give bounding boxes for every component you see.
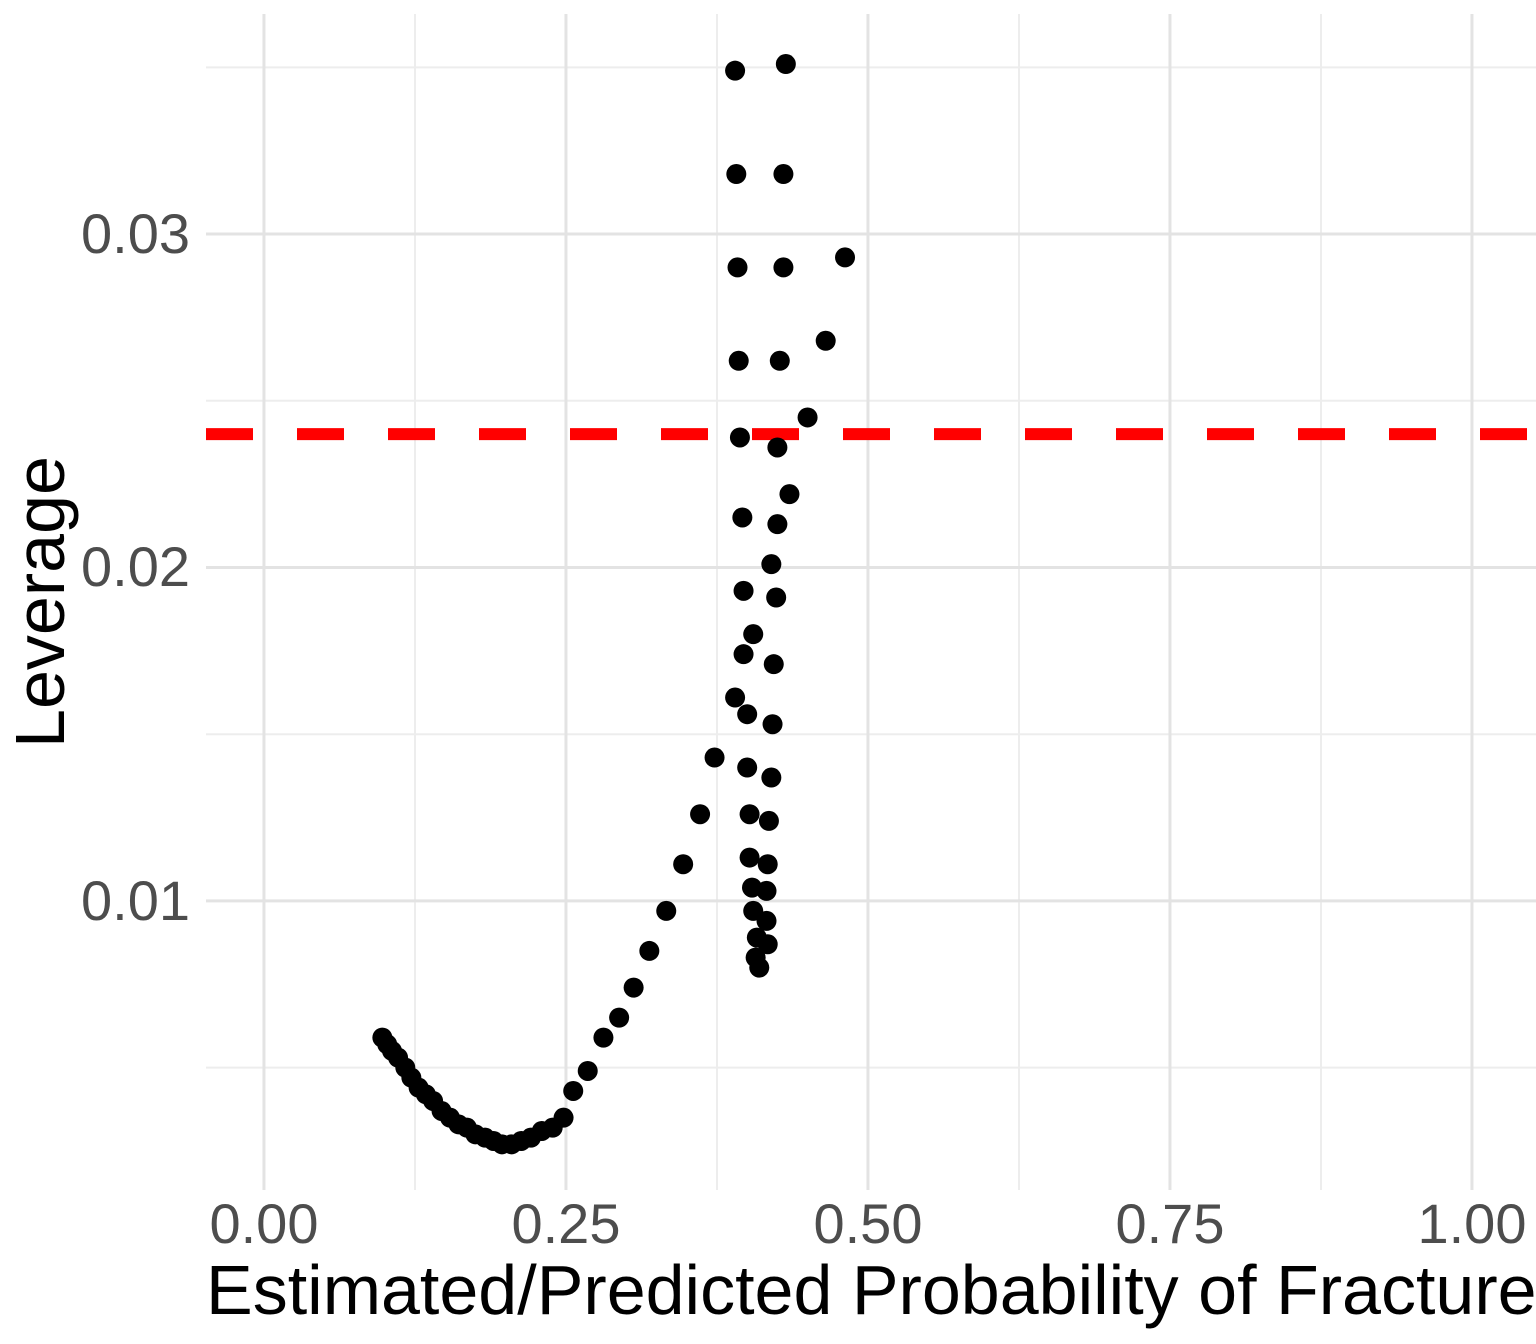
data-point bbox=[757, 934, 778, 955]
data-point bbox=[733, 644, 754, 665]
data-point bbox=[769, 350, 790, 371]
data-point bbox=[743, 624, 764, 645]
data-point bbox=[737, 704, 758, 725]
data-point bbox=[726, 164, 747, 185]
y-tick-label: 0.01 bbox=[81, 868, 190, 932]
data-point bbox=[739, 847, 760, 868]
y-axis-title: Leverage bbox=[1, 456, 79, 748]
data-point bbox=[797, 407, 818, 428]
data-point bbox=[729, 427, 750, 448]
data-point bbox=[639, 940, 660, 961]
data-point bbox=[725, 687, 746, 708]
x-axis-title: Estimated/Predicted Probability of Fract… bbox=[206, 1251, 1536, 1329]
data-point bbox=[779, 484, 800, 505]
data-point bbox=[766, 587, 787, 608]
data-point bbox=[739, 804, 760, 825]
data-point bbox=[609, 1007, 630, 1028]
x-tick-label: 0.50 bbox=[813, 1192, 923, 1255]
data-point bbox=[733, 580, 754, 601]
data-point bbox=[758, 810, 779, 831]
data-point bbox=[728, 350, 749, 371]
data-point bbox=[815, 330, 836, 351]
data-point bbox=[761, 767, 782, 788]
x-tick-label: 0.25 bbox=[511, 1192, 621, 1255]
data-point bbox=[757, 854, 778, 875]
data-point bbox=[761, 554, 782, 575]
data-point bbox=[623, 977, 644, 998]
data-point bbox=[756, 910, 777, 931]
x-tick-label: 0.75 bbox=[1115, 1192, 1225, 1255]
data-point bbox=[835, 247, 856, 268]
data-point bbox=[773, 257, 794, 278]
data-point bbox=[727, 257, 748, 278]
data-point bbox=[732, 507, 753, 528]
y-tick-label: 0.03 bbox=[81, 202, 190, 266]
data-point bbox=[767, 514, 788, 535]
data-point bbox=[656, 900, 677, 921]
data-point bbox=[553, 1107, 574, 1128]
data-point bbox=[773, 164, 794, 185]
data-point bbox=[563, 1080, 584, 1101]
data-point bbox=[749, 957, 770, 978]
data-point bbox=[577, 1060, 598, 1081]
data-point bbox=[775, 54, 796, 75]
data-point bbox=[725, 60, 746, 81]
x-tick-label: 0.00 bbox=[209, 1192, 319, 1255]
y-tick-label: 0.02 bbox=[81, 535, 190, 599]
data-point bbox=[762, 714, 783, 735]
data-point bbox=[593, 1027, 614, 1048]
data-point bbox=[756, 880, 777, 901]
data-point bbox=[737, 757, 758, 778]
data-point bbox=[704, 747, 725, 768]
data-point bbox=[767, 437, 788, 458]
x-tick-label: 1.00 bbox=[1417, 1192, 1527, 1255]
data-point bbox=[690, 804, 711, 825]
data-point bbox=[673, 854, 694, 875]
data-point bbox=[763, 654, 784, 675]
